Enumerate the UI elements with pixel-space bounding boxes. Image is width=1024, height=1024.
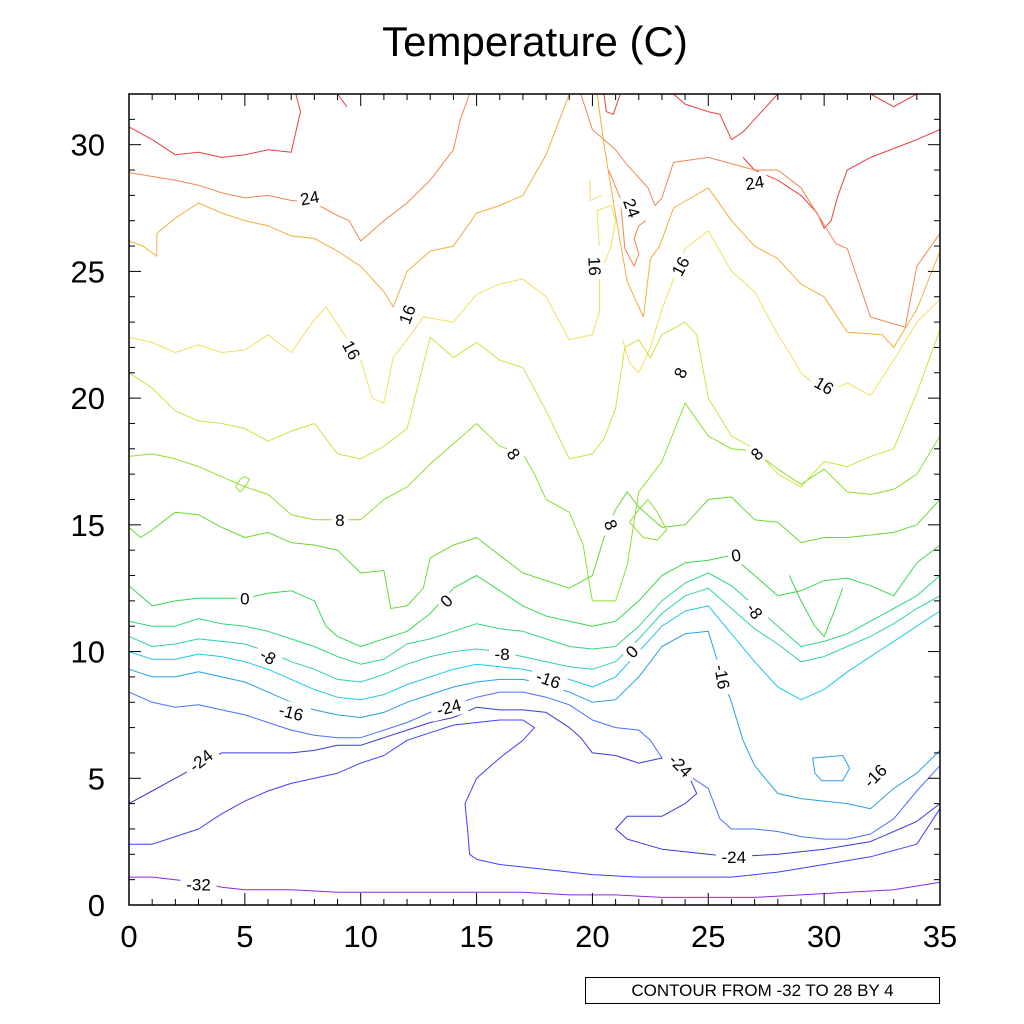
y-tick-label: 30 [71,128,105,163]
x-tick-label: 25 [691,919,725,954]
contour-label: -16 [855,755,895,796]
contour-label: -16 [528,663,569,695]
contour-line [788,575,844,637]
y-tick-label: 15 [71,508,105,543]
svg-text:0: 0 [240,589,249,608]
svg-text:24: 24 [299,187,321,209]
contour-line [128,321,941,488]
contour-line [603,93,621,115]
contour-line [235,476,250,493]
contour-line [129,719,941,878]
contour-label: 8 [500,441,527,467]
svg-text:-16: -16 [710,663,733,691]
svg-text:-16: -16 [277,701,306,726]
contour-line [596,93,941,348]
contour-line [128,93,301,158]
y-tick-label: 20 [71,381,105,416]
contour-label: -8 [738,594,771,628]
contour-label: 16 [336,333,367,367]
contour-label: -24 [428,692,469,722]
svg-text:16: 16 [584,257,604,277]
x-tick-label: 20 [575,919,609,954]
contour-label: 16 [807,370,841,401]
contour-line [128,544,941,647]
contour-line [629,499,668,541]
svg-text:0: 0 [730,546,743,566]
contour-line [129,876,941,898]
contour-label: -16 [709,657,736,697]
x-tick-label: 15 [459,919,493,954]
contour-label: 8 [331,509,348,530]
contour-label: 8 [744,441,770,467]
svg-text:-8: -8 [495,645,510,664]
svg-text:-32: -32 [186,876,211,895]
contour-label: 16 [584,252,606,280]
contour-label: 0 [726,544,746,567]
contour-line [128,572,941,665]
contour-line [128,93,570,308]
contour-label: -32 [180,874,217,895]
chart-title: Temperature (C) [382,18,688,65]
contour-label: 16 [665,250,696,283]
contour-line [128,491,941,609]
contour-line [589,180,602,201]
plot-frame [128,93,941,906]
contour-line [742,129,941,229]
x-tick-label: 10 [343,919,377,954]
contour-lines-group [128,93,941,898]
y-tick-label: 5 [88,761,105,796]
axes-group: 0 5 10 15 20 25 30 35 0 5 10 15 20 25 30 [71,93,957,954]
contour-line [622,230,941,397]
contour-label: 0 [433,588,460,614]
contour-info-label: CONTOUR FROM -32 TO 28 BY 4 [585,977,940,1004]
contour-label: -16 [271,698,312,727]
contour-line [128,93,471,242]
x-tick-label: 35 [923,919,957,954]
contour-line [337,93,348,107]
contour-line [128,605,941,701]
contour-line [870,93,918,108]
contour-line [673,93,779,141]
contour-line [128,205,617,404]
contour-label: -24 [180,741,222,780]
contour-line [128,706,941,858]
contour-label: 24 [295,185,325,211]
x-tick-label: 5 [236,919,253,954]
contour-label: 24 [740,170,770,195]
y-tick-label: 25 [71,254,105,289]
x-tick-label: 30 [807,919,841,954]
contour-label: -8 [251,641,285,672]
contour-label: 24 [617,192,646,224]
contour-line [580,93,941,328]
x-tick-label: 0 [120,919,137,954]
contour-line [812,755,851,782]
contour-label: 8 [598,513,624,536]
contour-label: 8 [668,361,693,385]
contour-line [128,691,941,840]
svg-text:8: 8 [335,511,344,530]
contour-label: 0 [236,588,253,609]
y-tick-label: 10 [71,635,105,670]
contour-label: -8 [489,644,516,665]
contour-line [128,402,941,602]
contour-label: -24 [715,846,752,867]
svg-text:-24: -24 [722,848,747,867]
y-tick-label: 0 [88,888,105,923]
svg-text:24: 24 [744,172,766,194]
svg-text:-24: -24 [435,695,464,720]
contour-label: 0 [619,638,645,665]
